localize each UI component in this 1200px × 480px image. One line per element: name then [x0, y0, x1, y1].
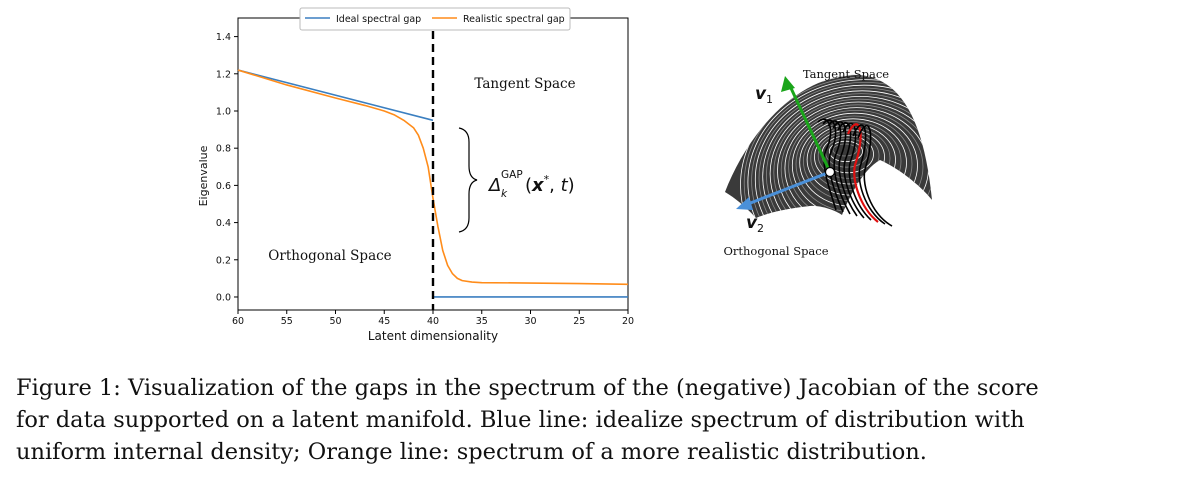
level-curve: [832, 121, 858, 217]
series-ideal-segment-1: [237, 69, 434, 122]
y-axis-ticks: 0.0 0.2 0.4 0.6 0.8 1.0 1.2 1.4: [216, 32, 238, 303]
x-tick-label: 50: [329, 316, 341, 327]
caption-line-1: Figure 1: Visualization of the gaps in t…: [16, 375, 1039, 401]
level-curve: [827, 120, 851, 215]
highlighted-level-curve: [846, 123, 879, 223]
x-tick-label: 35: [476, 316, 488, 327]
orthogonal-space-label: Orthogonal Space: [268, 248, 391, 264]
surface-contour: [754, 84, 932, 218]
svg-text:v: v: [755, 84, 767, 104]
y-tick-label: 1.4: [216, 32, 231, 43]
manifold-tangent-label: Tangent Space: [803, 67, 889, 81]
level-curve: [857, 124, 893, 227]
y-tick-label: 0.0: [216, 292, 231, 303]
y-tick-label: 0.8: [216, 144, 231, 155]
caption-line-3: uniform internal density; Orange line: s…: [16, 439, 927, 465]
legend-label-realistic: Realistic spectral gap: [463, 14, 565, 25]
y-tick-label: 1.0: [216, 106, 231, 117]
x-axis-ticks: 60 55 50 45 40 35 30 25 20: [232, 310, 634, 327]
x-tick-label: 60: [232, 316, 244, 327]
point-x-star: [824, 166, 836, 178]
svg-text:2: 2: [757, 222, 764, 235]
x-tick-label: 30: [524, 316, 536, 327]
tangent-space-label: Tangent Space: [474, 76, 575, 92]
y-axis-label: Eigenvalue: [197, 145, 210, 206]
manifold-front-contours: [817, 118, 893, 227]
orthogonal-vector-v2: [747, 170, 831, 206]
v1-label: v 1: [755, 84, 773, 106]
x-axis-label: Latent dimensionality: [368, 329, 498, 343]
surface-contour: [758, 87, 932, 218]
svg-text:k: k: [501, 188, 508, 200]
surface-contour: [762, 90, 932, 218]
v2-arrowhead: [736, 197, 753, 210]
surface-contour: [766, 93, 932, 218]
v2-label: v 2: [746, 213, 764, 235]
surface-contour: [773, 98, 932, 218]
figure-caption: Figure 1: Visualization of the gaps in t…: [16, 372, 1196, 468]
svg-text:GAP: GAP: [501, 169, 523, 181]
manifold-orthogonal-label: Orthogonal Space: [723, 244, 828, 258]
series-realistic-line: [237, 69, 629, 286]
gap-brace: [458, 127, 478, 233]
spectrum-chart: 0.0 0.2 0.4 0.6 0.8 1.0 1.2 1.4 60 55 50 45 40 35 30 2…: [197, 7, 634, 343]
svg-text:(x*, t): (x*, t): [525, 173, 575, 196]
y-tick-label: 0.4: [216, 218, 231, 229]
x-tick-label: 45: [378, 316, 390, 327]
surface-contour: [788, 110, 924, 218]
level-curve: [817, 118, 837, 211]
chart-legend: Ideal spectral gap Realistic spectral ga…: [299, 7, 571, 31]
level-curve: [822, 119, 844, 213]
surface-contour: [780, 104, 932, 218]
manifold-illustration: Tangent Space Orthogonal Space v 1 v 2: [723, 67, 932, 258]
y-tick-label: 1.2: [216, 69, 231, 80]
surface-contour: [743, 76, 932, 218]
y-tick-label: 0.2: [216, 255, 231, 266]
level-curve: [842, 122, 872, 221]
x-tick-label: 20: [622, 316, 634, 327]
surface-contour: [747, 79, 932, 218]
gap-label: Δ GAP k (x*, t): [487, 169, 575, 200]
series-layer: [237, 69, 629, 298]
surface-contour: [751, 82, 932, 218]
figure-graphics: 0.0 0.2 0.4 0.6 0.8 1.0 1.2 1.4 60 55 50 45 40 35 30 2…: [197, 7, 932, 343]
level-curve: [852, 124, 886, 225]
x-tick-label: 55: [281, 316, 293, 327]
tangent-vector-v1: [788, 85, 832, 173]
surface-contour: [777, 101, 932, 218]
y-tick-label: 0.6: [216, 181, 231, 192]
svg-text:Δ: Δ: [487, 175, 501, 196]
legend-label-ideal: Ideal spectral gap: [336, 14, 421, 25]
svg-text:1: 1: [766, 93, 773, 106]
x-tick-label: 40: [427, 316, 439, 327]
svg-text:v: v: [746, 213, 758, 233]
surface-contour: [769, 96, 932, 218]
v1-arrowhead: [781, 76, 795, 92]
x-tick-label: 25: [573, 316, 585, 327]
surface-contour: [740, 74, 932, 218]
caption-line-2: for data supported on a latent manifold.…: [16, 407, 1025, 433]
level-curve: [837, 122, 865, 219]
manifold-contours: [740, 74, 932, 218]
